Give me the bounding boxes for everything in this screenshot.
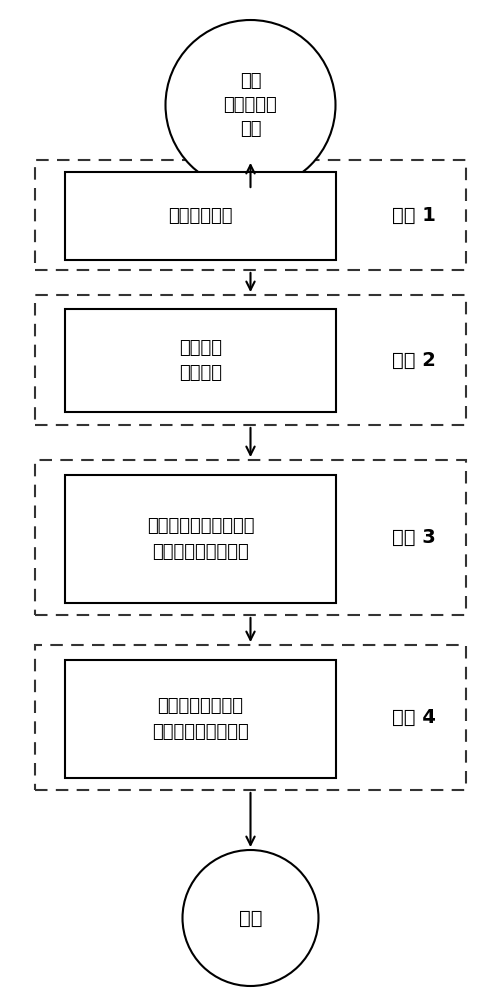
Text: 手动标记
主要信息: 手动标记 主要信息 bbox=[179, 339, 222, 382]
Bar bbox=[65, 660, 336, 778]
Text: 定义主要信息: 定义主要信息 bbox=[168, 207, 232, 225]
Bar bbox=[65, 309, 336, 412]
Ellipse shape bbox=[165, 20, 336, 190]
Bar bbox=[35, 645, 466, 790]
Bar bbox=[65, 172, 336, 260]
Text: 相差
显微镜细胞
图像: 相差 显微镜细胞 图像 bbox=[223, 72, 278, 138]
Text: 输出: 输出 bbox=[239, 908, 262, 928]
Text: 无参考的目标主要信息
粘连情况分离及分组: 无参考的目标主要信息 粘连情况分离及分组 bbox=[147, 518, 254, 560]
Text: 步骤 2: 步骤 2 bbox=[392, 351, 436, 370]
Text: 步骤 4: 步骤 4 bbox=[392, 708, 436, 727]
Bar bbox=[35, 295, 466, 425]
Bar bbox=[35, 460, 466, 615]
Ellipse shape bbox=[182, 850, 319, 986]
Text: 步骤 3: 步骤 3 bbox=[392, 528, 436, 547]
Bar bbox=[65, 475, 336, 603]
Bar bbox=[35, 160, 466, 270]
Text: 步骤 1: 步骤 1 bbox=[392, 206, 436, 225]
Text: 更新目标主要信息
数值标号与颜色标记: 更新目标主要信息 数值标号与颜色标记 bbox=[152, 698, 249, 740]
